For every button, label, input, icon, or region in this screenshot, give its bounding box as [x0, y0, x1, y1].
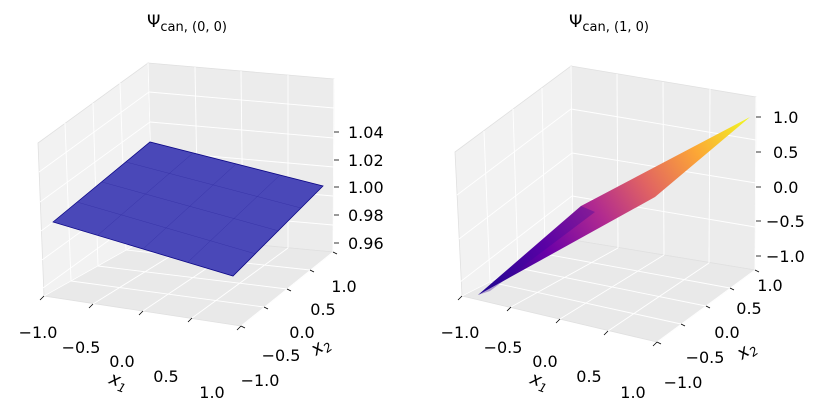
subplot-2-tick-marks: [457, 116, 761, 347]
subplot-1-z-tick: 1.04: [348, 123, 384, 142]
subplot-2: Ψcan, (1, 0): [441, 12, 805, 402]
subplot-1-x1-ticks: −1.0 −0.5 0.0 0.5 1.0: [19, 323, 225, 402]
subplot-1-xlabel: x1: [105, 368, 131, 396]
subplot-1-x2-tick: −1.0: [241, 371, 280, 390]
subplot-2-x2-tick: 1.0: [757, 276, 782, 295]
subplot-2-z-tick: −1.0: [766, 247, 805, 266]
subplot-1-x2-tick: 0.5: [310, 300, 335, 319]
subplot-2-x1-tick: −1.0: [441, 323, 480, 342]
subplot-1-x2-tick: −0.5: [262, 346, 301, 365]
subplot-2-z-tick: 0.0: [773, 178, 798, 197]
subplot-1-x2-tick: 0.0: [289, 323, 314, 342]
subplot-2-surface-shade: [478, 206, 595, 295]
subplot-2-surface: [478, 117, 750, 295]
subplot-2-x2-tick: 0.0: [714, 323, 739, 342]
subplot-2-z-tick: 0.5: [773, 143, 798, 162]
subplot-1-x2-ticks: −1.0 −0.5 0.0 0.5 1.0: [241, 277, 357, 390]
subplot-1: Ψcan, (0, 0): [19, 12, 384, 402]
subplot-2-x1-ticks: −1.0 −0.5 0.0 0.5 1.0: [441, 323, 646, 402]
subplot-1-z-tick: 1.02: [348, 151, 384, 170]
subplot-2-x2-tick: −0.5: [686, 348, 725, 367]
subplot-2-x1-tick: 0.5: [576, 367, 601, 386]
subplot-2-xlabel: x1: [526, 368, 552, 396]
subplot-2-z-tick: −0.5: [766, 212, 805, 231]
subplot-1-z-tick: 0.96: [348, 234, 384, 253]
subplot-1-x1-tick: −0.5: [62, 338, 101, 357]
subplot-1-x2-tick: 1.0: [331, 277, 356, 296]
subplot-1-surface-mesh: [76, 152, 302, 263]
subplot-1-x1-tick: 0.5: [153, 367, 178, 386]
subplot-2-x2-tick: −1.0: [664, 373, 703, 392]
subplot-1-x1-tick: 1.0: [199, 383, 224, 402]
subplot-1-x1-tick: −1.0: [19, 323, 58, 342]
subplot-1-z-tick: 0.98: [348, 206, 384, 225]
subplot-1-x1-tick: 0.0: [109, 352, 134, 371]
subplot-2-x2-tick: 0.5: [736, 299, 761, 318]
subplot-1-tick-marks: [39, 131, 339, 331]
subplot-2-x1-tick: 1.0: [620, 383, 645, 402]
subplot-2-z-ticks: −1.0 −0.5 0.0 0.5 1.0: [766, 108, 805, 266]
subplot-1-title: Ψcan, (0, 0): [147, 12, 227, 35]
subplot-1-surface: [52, 141, 324, 277]
subplot-2-x2-ticks: −1.0 −0.5 0.0 0.5 1.0: [664, 276, 783, 392]
subplot-2-x1-tick: 0.0: [532, 352, 557, 371]
subplot-1-z-tick: 1.00: [348, 178, 384, 197]
subplot-2-title: Ψcan, (1, 0): [569, 12, 649, 35]
subplot-2-z-tick: 1.0: [773, 108, 798, 127]
subplot-1-z-ticks: 0.96 0.98 1.00 1.02 1.04: [348, 123, 384, 253]
subplot-2-x1-tick: −0.5: [484, 338, 523, 357]
